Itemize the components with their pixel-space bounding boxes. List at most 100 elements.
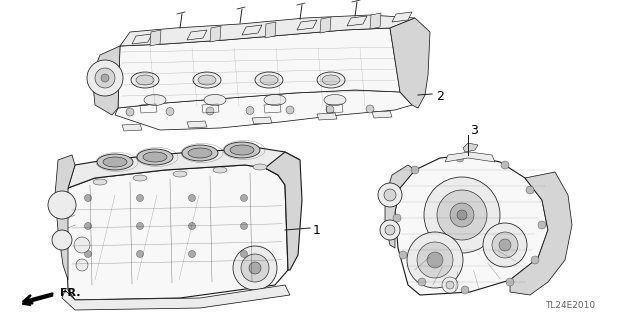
Polygon shape <box>392 12 412 22</box>
Polygon shape <box>118 28 400 108</box>
Circle shape <box>241 195 248 202</box>
Ellipse shape <box>143 152 167 162</box>
Circle shape <box>246 107 254 115</box>
Polygon shape <box>120 15 415 46</box>
Circle shape <box>84 195 92 202</box>
Polygon shape <box>347 16 367 26</box>
Ellipse shape <box>224 142 260 158</box>
Circle shape <box>450 203 474 227</box>
Circle shape <box>407 232 463 288</box>
Circle shape <box>538 221 546 229</box>
Polygon shape <box>132 34 152 44</box>
Ellipse shape <box>213 167 227 173</box>
Circle shape <box>241 250 248 257</box>
Ellipse shape <box>230 145 254 155</box>
Circle shape <box>506 278 514 286</box>
Ellipse shape <box>204 94 226 106</box>
Ellipse shape <box>173 171 187 177</box>
Circle shape <box>380 220 400 240</box>
Circle shape <box>483 223 527 267</box>
Ellipse shape <box>188 148 212 158</box>
Polygon shape <box>463 143 478 152</box>
Circle shape <box>411 166 419 174</box>
Ellipse shape <box>193 72 221 88</box>
Polygon shape <box>187 30 207 40</box>
Text: FR.: FR. <box>60 288 81 298</box>
Text: 3: 3 <box>470 123 478 137</box>
Circle shape <box>74 237 90 253</box>
Ellipse shape <box>253 164 267 170</box>
Circle shape <box>233 246 277 290</box>
Polygon shape <box>65 165 288 300</box>
Circle shape <box>531 256 539 264</box>
Circle shape <box>442 277 458 293</box>
Circle shape <box>76 259 88 271</box>
Circle shape <box>446 281 454 289</box>
Circle shape <box>378 183 402 207</box>
Circle shape <box>189 250 195 257</box>
Polygon shape <box>252 117 272 124</box>
Circle shape <box>101 74 109 82</box>
Polygon shape <box>317 113 337 120</box>
Ellipse shape <box>144 94 166 106</box>
Circle shape <box>457 210 467 220</box>
Circle shape <box>499 239 511 251</box>
Circle shape <box>48 191 76 219</box>
Polygon shape <box>62 285 290 310</box>
Circle shape <box>136 195 143 202</box>
Ellipse shape <box>133 175 147 181</box>
Circle shape <box>501 161 509 169</box>
Circle shape <box>241 222 248 229</box>
Ellipse shape <box>264 94 286 106</box>
Polygon shape <box>187 121 207 128</box>
Circle shape <box>189 195 195 202</box>
Ellipse shape <box>137 149 173 165</box>
Polygon shape <box>242 25 262 35</box>
Text: 1: 1 <box>313 224 321 236</box>
Polygon shape <box>370 13 381 29</box>
Circle shape <box>366 105 374 113</box>
Circle shape <box>427 252 443 268</box>
Text: TL24E2010: TL24E2010 <box>545 301 595 310</box>
Polygon shape <box>395 155 548 295</box>
Ellipse shape <box>93 179 107 185</box>
Ellipse shape <box>255 72 283 88</box>
Circle shape <box>461 286 469 294</box>
Ellipse shape <box>131 72 159 88</box>
Circle shape <box>384 189 396 201</box>
Circle shape <box>326 106 334 114</box>
Circle shape <box>241 254 269 282</box>
Polygon shape <box>445 152 495 162</box>
Ellipse shape <box>198 75 216 85</box>
Circle shape <box>417 242 453 278</box>
Circle shape <box>456 154 464 162</box>
Circle shape <box>95 68 115 88</box>
Circle shape <box>393 214 401 222</box>
Circle shape <box>126 108 134 116</box>
Ellipse shape <box>136 75 154 85</box>
Circle shape <box>87 60 123 96</box>
Ellipse shape <box>97 154 133 170</box>
Circle shape <box>84 250 92 257</box>
Polygon shape <box>210 26 221 42</box>
Circle shape <box>526 186 534 194</box>
Circle shape <box>52 230 72 250</box>
Polygon shape <box>320 17 331 33</box>
Circle shape <box>249 262 261 274</box>
Polygon shape <box>68 148 300 188</box>
Polygon shape <box>150 30 161 46</box>
Ellipse shape <box>322 75 340 85</box>
Circle shape <box>385 225 395 235</box>
Polygon shape <box>122 124 142 131</box>
Polygon shape <box>510 172 572 295</box>
Polygon shape <box>265 22 276 38</box>
Circle shape <box>437 190 487 240</box>
Polygon shape <box>297 20 317 30</box>
Circle shape <box>136 250 143 257</box>
Circle shape <box>189 222 195 229</box>
Circle shape <box>286 106 294 114</box>
Circle shape <box>418 278 426 286</box>
Polygon shape <box>92 46 120 115</box>
Polygon shape <box>55 155 75 280</box>
Polygon shape <box>372 111 392 118</box>
